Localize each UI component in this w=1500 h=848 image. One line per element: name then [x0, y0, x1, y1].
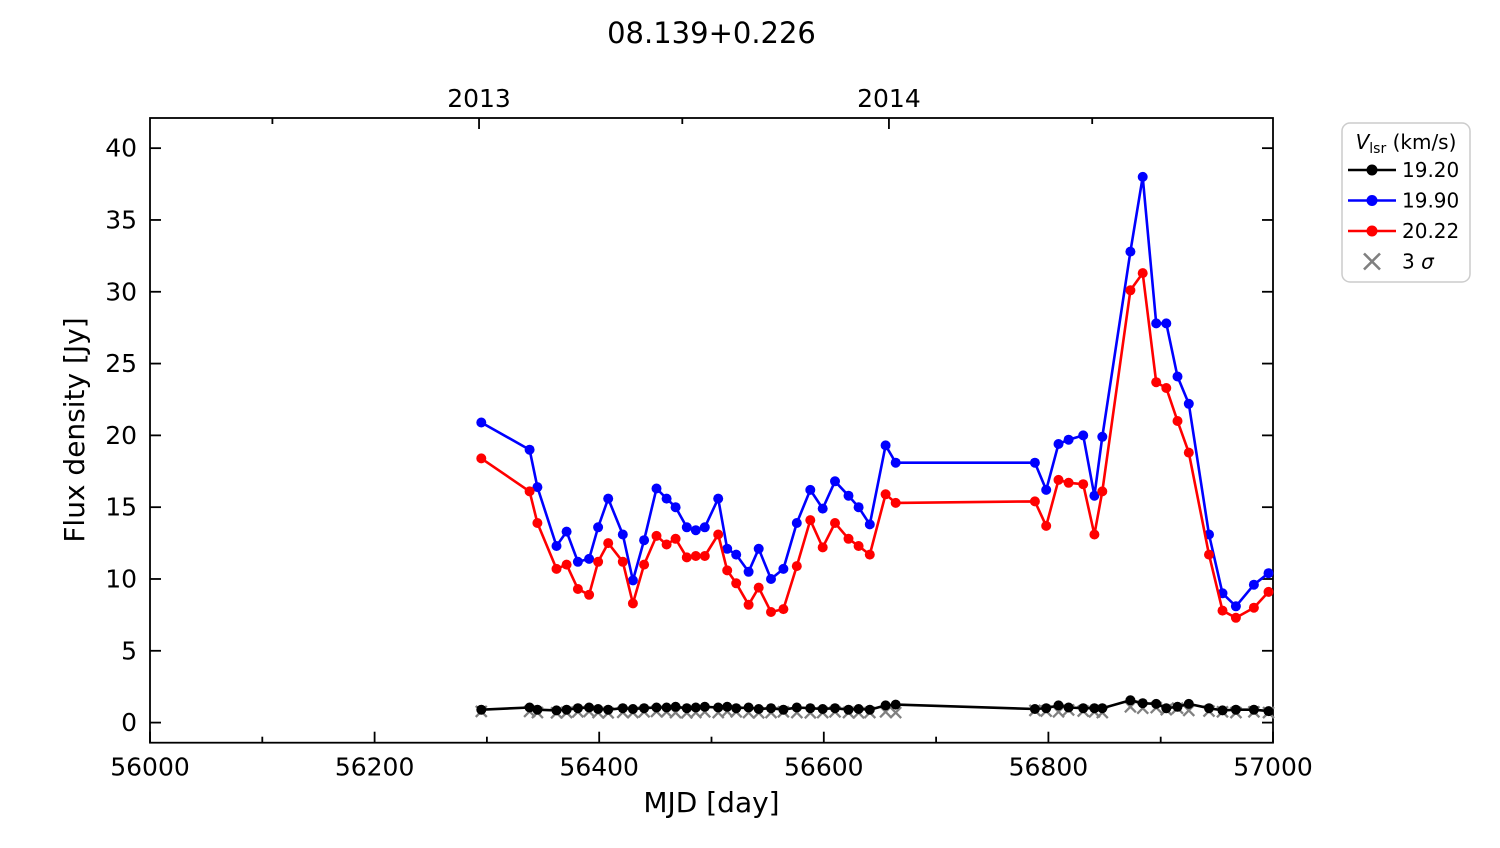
y-tick-label: 10 — [105, 564, 137, 593]
legend-entry-sigma: 3 σ — [1363, 250, 1435, 274]
legend-label: 19.20 — [1402, 158, 1459, 182]
year-tick-labels: 2013 2014 — [447, 84, 921, 113]
y-tick-label: 20 — [105, 421, 137, 450]
x-tick-label: 56400 — [559, 753, 639, 782]
x-axis-label: MJD [day] — [643, 786, 779, 819]
y-tick-label: 5 — [121, 636, 137, 665]
y-tick-labels: 0 5 10 15 20 25 30 35 40 — [105, 134, 137, 737]
legend-title: Vlsr (km/s) — [1356, 130, 1457, 157]
x-tick-label: 56000 — [110, 753, 190, 782]
year-tick-label: 2014 — [857, 84, 921, 113]
legend-label: 20.22 — [1402, 219, 1459, 243]
legend-marker-x-icon — [1363, 252, 1381, 271]
x-tick-label: 56600 — [784, 753, 864, 782]
series-19.90 — [476, 171, 1274, 612]
series-19.20 — [476, 695, 1274, 717]
y-axis-label: Flux density [Jy] — [58, 317, 91, 542]
x-tick-label: 57000 — [1233, 753, 1313, 782]
y-tick-label: 30 — [105, 277, 137, 306]
axis-ticks — [149, 118, 1274, 743]
legend-box — [1341, 122, 1471, 283]
legend-entry-19.20: 19.20 — [1348, 158, 1459, 182]
y-tick-label: 15 — [105, 493, 137, 522]
x-tick-label: 56200 — [335, 753, 415, 782]
y-tick-label: 0 — [121, 708, 137, 737]
legend-label: 19.90 — [1402, 189, 1459, 213]
legend: Vlsr (km/s)19.20 19.90 20.22 3 σ — [1341, 122, 1471, 283]
x-tick-labels: 56000 56200 56400 56600 56800 57000 — [110, 753, 1313, 782]
y-tick-label: 25 — [105, 349, 137, 378]
legend-entry-19.90: 19.90 — [1348, 189, 1459, 213]
y-tick-label: 40 — [105, 134, 137, 163]
chart-title: 08.139+0.226 — [607, 16, 816, 50]
y-tick-label: 35 — [105, 205, 137, 234]
legend-entry-20.22: 20.22 — [1348, 219, 1459, 243]
legend-marker-dot — [1366, 195, 1378, 206]
series-20.22 — [476, 268, 1274, 623]
legend-marker-dot — [1366, 225, 1378, 237]
legend-marker-dot — [1366, 164, 1378, 176]
legend-label: 3 σ — [1402, 250, 1435, 274]
x-tick-label: 56800 — [1009, 753, 1089, 782]
year-tick-label: 2013 — [447, 84, 511, 113]
